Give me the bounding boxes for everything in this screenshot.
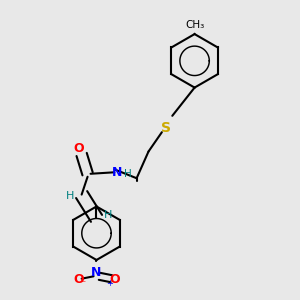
Text: O: O — [109, 273, 120, 286]
Text: O: O — [74, 142, 84, 155]
Text: S: S — [161, 121, 171, 135]
Text: +: + — [106, 279, 113, 288]
Text: ⁻: ⁻ — [81, 279, 86, 289]
Text: O: O — [74, 273, 84, 286]
Text: H: H — [66, 191, 74, 201]
Text: H: H — [124, 169, 132, 179]
Text: N: N — [112, 166, 122, 179]
Text: CH₃: CH₃ — [185, 20, 204, 30]
Text: N: N — [91, 266, 102, 279]
Text: H: H — [104, 210, 112, 220]
